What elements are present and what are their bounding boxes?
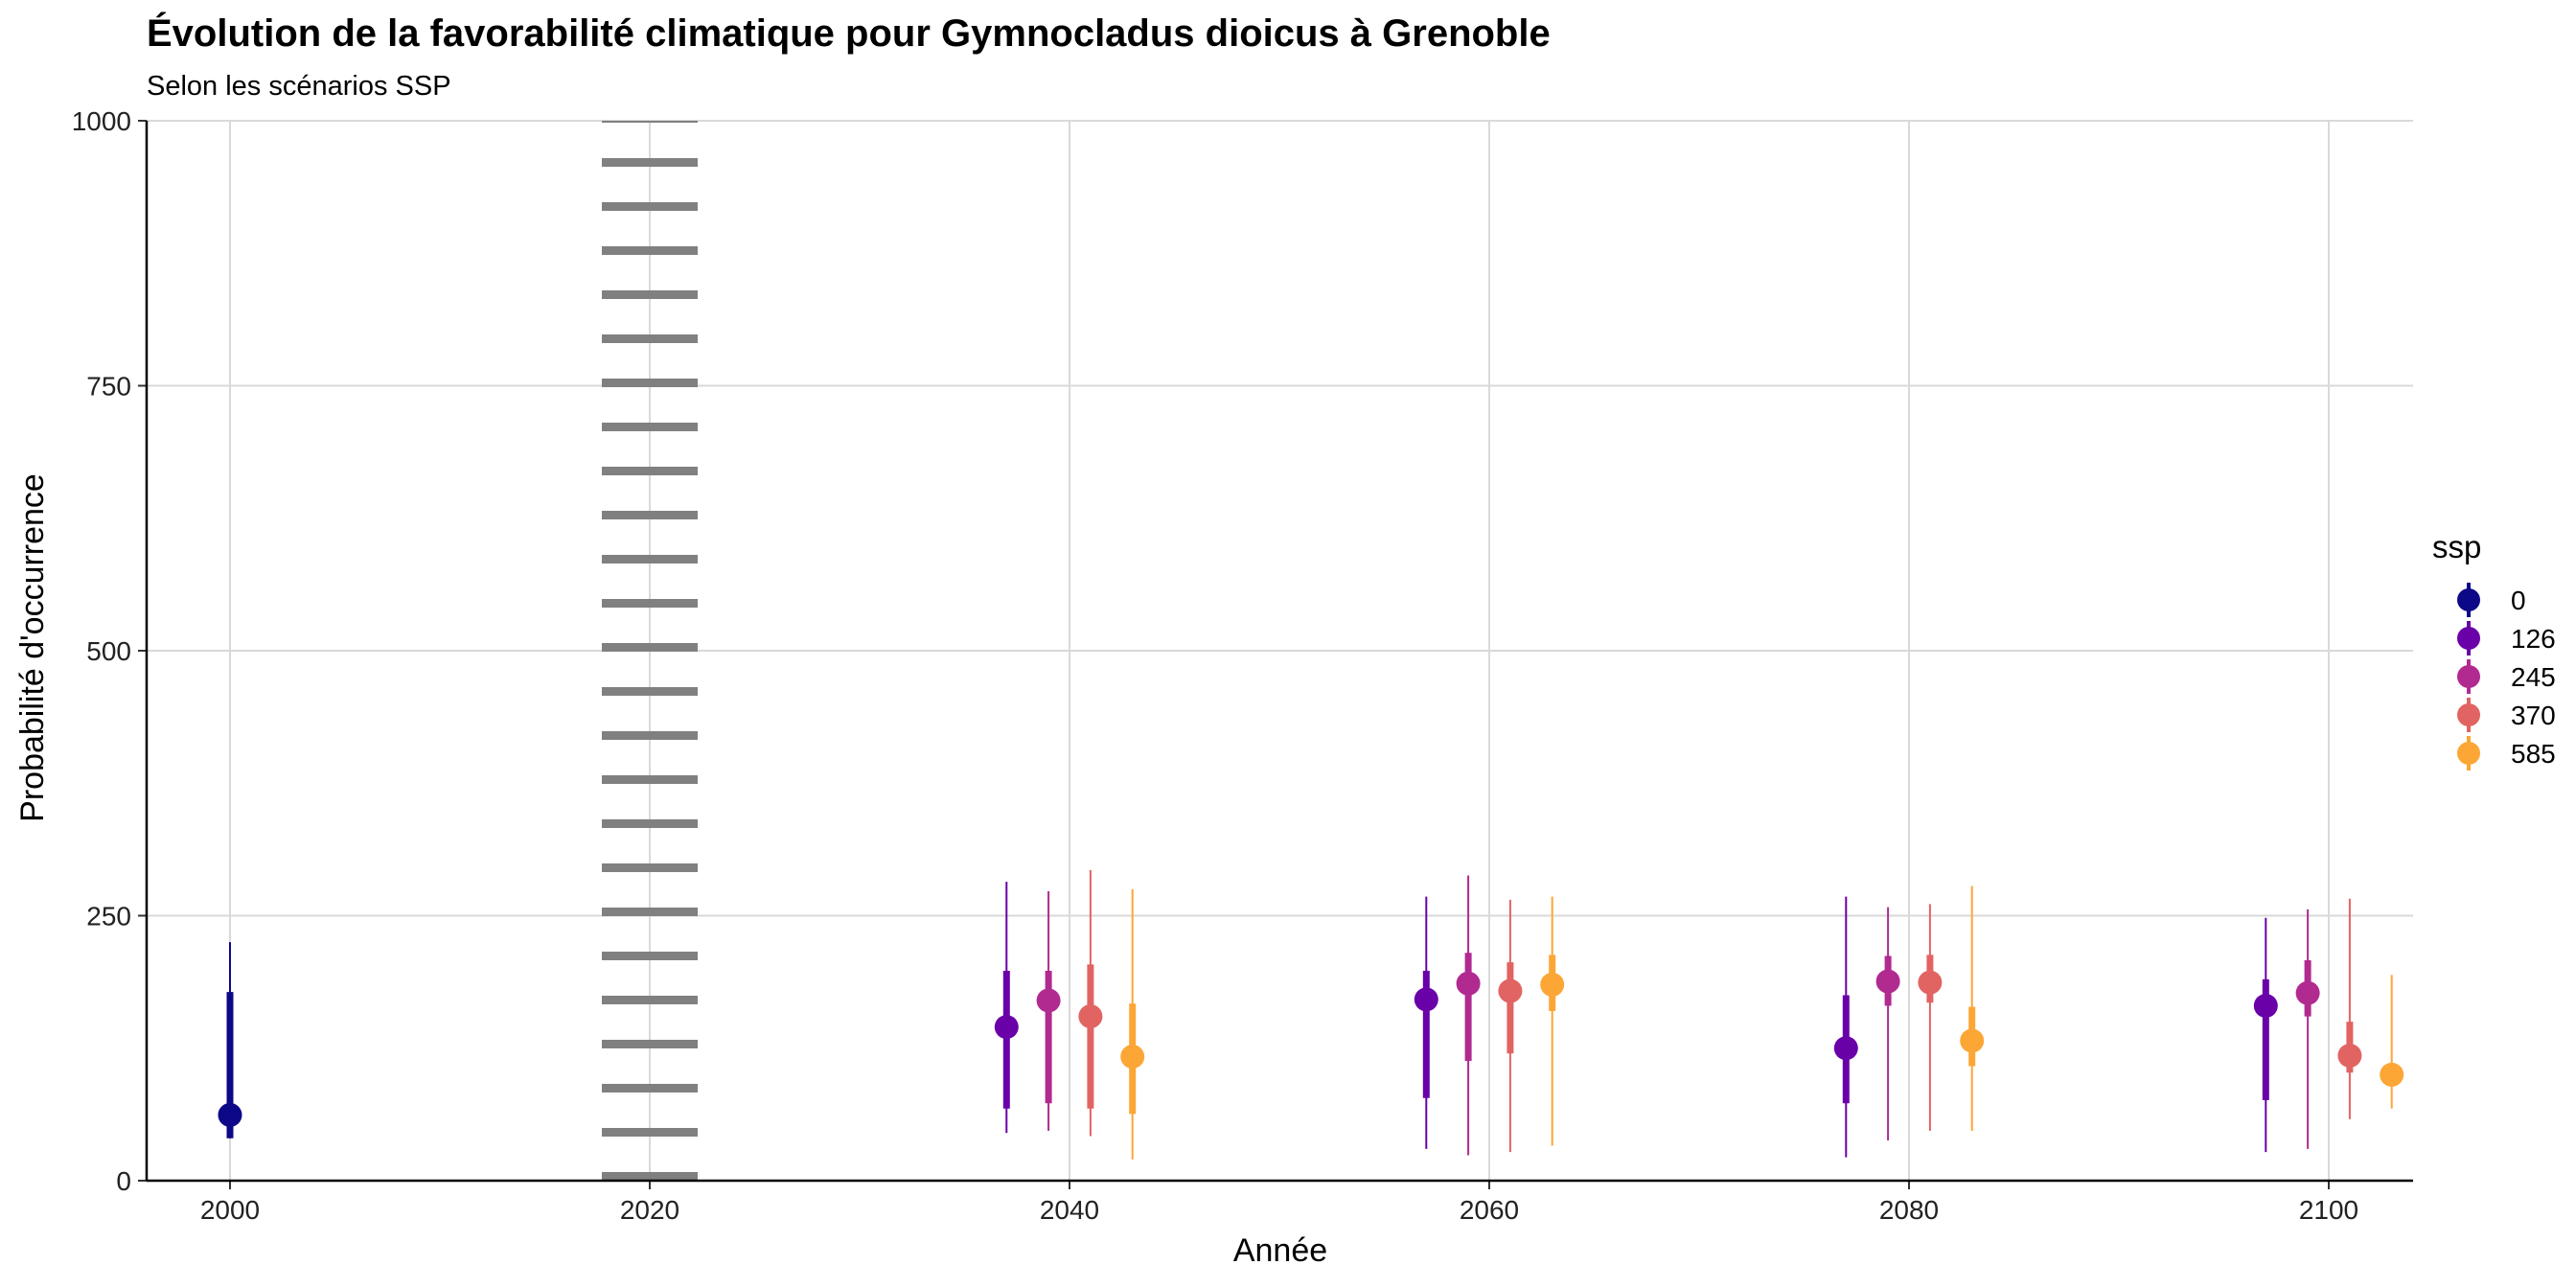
y-tick-labels: 0 250 500 750 1000 <box>72 106 131 1196</box>
y-tick-label-1000: 1000 <box>72 106 131 136</box>
point-ssp-585-2080 <box>1960 1028 1985 1053</box>
legend-key-point-370 <box>2457 703 2480 726</box>
legend-key-point-245 <box>2457 665 2480 688</box>
legend: ssp 0 126 245 370 585 <box>2432 529 2556 770</box>
legend-label-585: 585 <box>2511 739 2556 769</box>
point-ssp-370-2040 <box>1078 1004 1103 1029</box>
x-tick-labels: 2000 2020 2040 2060 2080 2100 <box>200 1195 2358 1225</box>
legend-label-245: 245 <box>2511 662 2556 692</box>
point-ssp-126-2060 <box>1414 987 1438 1012</box>
chart-title: Évolution de la favorabilité climatique … <box>147 12 1551 55</box>
point-ssp-245-2060 <box>1456 971 1481 996</box>
x-tick-label-2000: 2000 <box>200 1195 260 1225</box>
legend-key-point-0 <box>2457 588 2480 611</box>
point-ssp-245-2100 <box>2295 980 2320 1005</box>
series-ssp-245 <box>1036 875 2320 1156</box>
legend-label-370: 370 <box>2511 701 2556 730</box>
series-ssp-0 <box>218 942 242 1138</box>
point-ssp-245-2080 <box>1875 969 1900 994</box>
point-ssp-245-2040 <box>1036 988 1061 1013</box>
point-ssp-126-2080 <box>1833 1036 1858 1061</box>
series-ssp-370 <box>1078 869 2362 1153</box>
chart-subtitle: Selon les scénarios SSP <box>147 71 451 102</box>
y-tick-label-500: 500 <box>86 636 131 666</box>
axes <box>138 120 2413 1189</box>
x-tick-label-2100: 2100 <box>2299 1195 2358 1225</box>
y-tick-label-0: 0 <box>116 1166 131 1196</box>
legend-key-point-126 <box>2457 627 2480 650</box>
x-tick-label-2060: 2060 <box>1460 1195 1519 1225</box>
legend-key-point-585 <box>2457 742 2480 765</box>
point-ssp-585-2040 <box>1120 1045 1145 1070</box>
x-axis-title: Année <box>1233 1232 1327 1269</box>
point-ssp-126-2100 <box>2253 994 2278 1019</box>
point-ssp-0-2000 <box>218 1102 242 1127</box>
legend-label-126: 126 <box>2511 624 2556 654</box>
x-tick-label-2040: 2040 <box>1040 1195 1099 1225</box>
y-axis-title: Probabilité d'occurrence <box>14 473 51 822</box>
series-ssp-126 <box>994 882 2278 1158</box>
legend-title: ssp <box>2432 529 2481 564</box>
y-tick-label-250: 250 <box>86 902 131 932</box>
x-tick-label-2020: 2020 <box>620 1195 679 1225</box>
data-marks <box>218 869 2404 1160</box>
x-tick-label-2080: 2080 <box>1879 1195 1939 1225</box>
point-ssp-370-2060 <box>1498 978 1523 1003</box>
grid-lines <box>147 120 2413 1182</box>
point-ssp-370-2080 <box>1918 970 1943 995</box>
legend-label-0: 0 <box>2511 586 2526 615</box>
y-tick-label-750: 750 <box>86 372 131 402</box>
point-ssp-585-2100 <box>2380 1062 2404 1087</box>
series-ssp-585 <box>1120 886 2404 1160</box>
point-ssp-370-2100 <box>2337 1043 2362 1068</box>
point-ssp-126-2040 <box>994 1015 1019 1040</box>
point-ssp-585-2060 <box>1540 972 1565 997</box>
